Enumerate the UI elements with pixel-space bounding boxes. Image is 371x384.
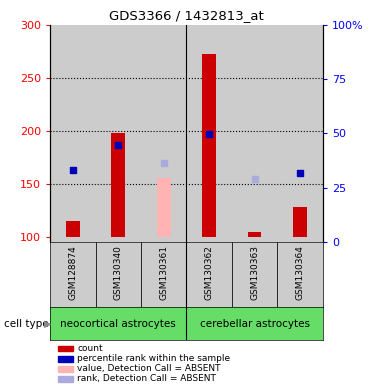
- FancyBboxPatch shape: [187, 242, 232, 307]
- Point: [206, 131, 212, 137]
- Text: GSM130361: GSM130361: [159, 245, 168, 300]
- Bar: [58, 376, 73, 382]
- Bar: [293, 207, 307, 237]
- Point: [297, 170, 303, 176]
- Text: cerebellar astrocytes: cerebellar astrocytes: [200, 318, 309, 329]
- Point: [115, 141, 121, 147]
- Text: GSM128874: GSM128874: [68, 245, 77, 300]
- FancyBboxPatch shape: [96, 242, 141, 307]
- Text: GSM130362: GSM130362: [205, 245, 214, 300]
- Text: GSM130363: GSM130363: [250, 245, 259, 300]
- Bar: [58, 346, 73, 351]
- Bar: [157, 179, 171, 237]
- FancyBboxPatch shape: [232, 242, 278, 307]
- Point: [252, 176, 257, 182]
- Bar: [50, 25, 96, 242]
- Bar: [248, 232, 262, 237]
- Text: GSM130364: GSM130364: [296, 245, 305, 300]
- Bar: [58, 366, 73, 372]
- Bar: [141, 25, 187, 242]
- Text: ▶: ▶: [44, 318, 51, 329]
- Text: count: count: [77, 344, 103, 353]
- Bar: [278, 25, 323, 242]
- Bar: [111, 133, 125, 237]
- Point: [70, 167, 76, 173]
- Title: GDS3366 / 1432813_at: GDS3366 / 1432813_at: [109, 9, 264, 22]
- Text: percentile rank within the sample: percentile rank within the sample: [77, 354, 230, 363]
- Text: value, Detection Call = ABSENT: value, Detection Call = ABSENT: [77, 364, 221, 373]
- Text: cell type: cell type: [4, 318, 48, 329]
- FancyBboxPatch shape: [141, 242, 187, 307]
- FancyBboxPatch shape: [278, 242, 323, 307]
- Text: neocortical astrocytes: neocortical astrocytes: [60, 318, 176, 329]
- Bar: [96, 25, 141, 242]
- Bar: [58, 356, 73, 362]
- Text: rank, Detection Call = ABSENT: rank, Detection Call = ABSENT: [77, 374, 216, 384]
- Bar: [202, 53, 216, 237]
- Bar: [187, 25, 232, 242]
- Text: GSM130340: GSM130340: [114, 245, 123, 300]
- FancyBboxPatch shape: [50, 242, 96, 307]
- Bar: [232, 25, 278, 242]
- Point: [161, 159, 167, 166]
- Bar: [66, 221, 80, 237]
